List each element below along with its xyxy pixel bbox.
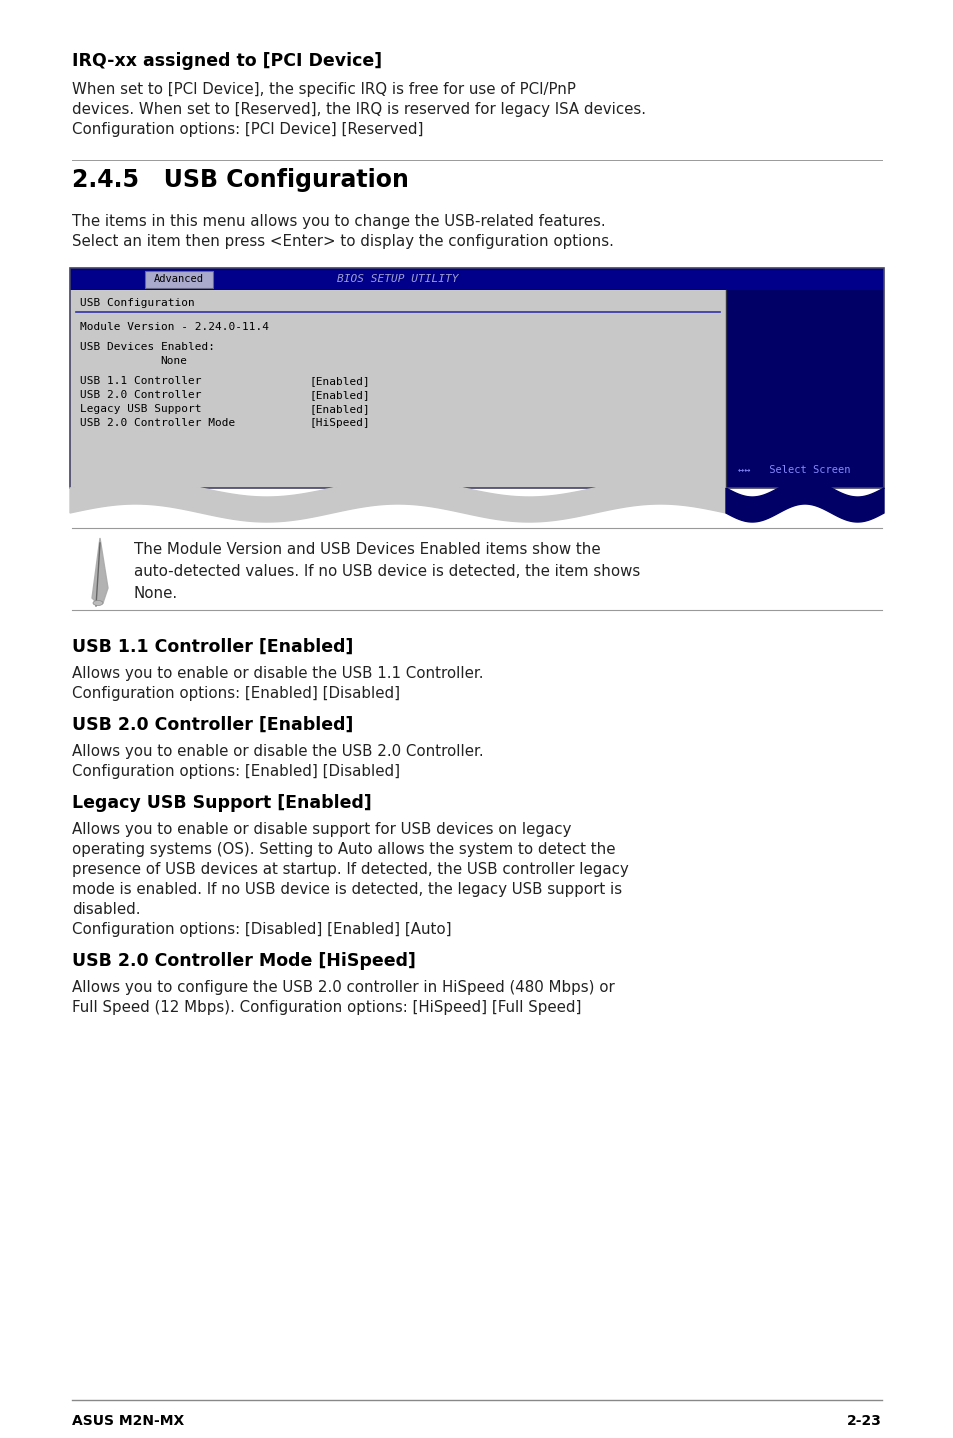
Text: USB 1.1 Controller [Enabled]: USB 1.1 Controller [Enabled] bbox=[71, 638, 353, 656]
Text: USB Devices Enabled:: USB Devices Enabled: bbox=[80, 342, 214, 352]
Text: When set to [PCI Device], the specific IRQ is free for use of PCI/PnP: When set to [PCI Device], the specific I… bbox=[71, 82, 576, 96]
Text: BIOS SETUP UTILITY: BIOS SETUP UTILITY bbox=[337, 275, 458, 283]
Text: 2.4.5   USB Configuration: 2.4.5 USB Configuration bbox=[71, 168, 409, 193]
Text: ASUS M2N-MX: ASUS M2N-MX bbox=[71, 1414, 184, 1428]
Text: [Enabled]: [Enabled] bbox=[310, 390, 371, 400]
Text: devices. When set to [Reserved], the IRQ is reserved for legacy ISA devices.: devices. When set to [Reserved], the IRQ… bbox=[71, 102, 645, 116]
Text: [Enabled]: [Enabled] bbox=[310, 404, 371, 414]
Text: USB 2.0 Controller Mode: USB 2.0 Controller Mode bbox=[80, 418, 235, 429]
Text: Configuration options: [Disabled] [Enabled] [Auto]: Configuration options: [Disabled] [Enabl… bbox=[71, 922, 451, 938]
Text: Allows you to enable or disable the USB 2.0 Controller.: Allows you to enable or disable the USB … bbox=[71, 743, 483, 759]
Text: Configuration options: [PCI Device] [Reserved]: Configuration options: [PCI Device] [Res… bbox=[71, 122, 423, 137]
Bar bbox=[70, 290, 725, 487]
Bar bbox=[145, 270, 213, 288]
Text: Allows you to enable or disable the USB 1.1 Controller.: Allows you to enable or disable the USB … bbox=[71, 666, 483, 682]
Polygon shape bbox=[70, 479, 725, 522]
Text: disabled.: disabled. bbox=[71, 902, 140, 917]
Ellipse shape bbox=[92, 601, 103, 605]
Polygon shape bbox=[91, 538, 108, 603]
Text: mode is enabled. If no USB device is detected, the legacy USB support is: mode is enabled. If no USB device is det… bbox=[71, 881, 621, 897]
Text: Configuration options: [Enabled] [Disabled]: Configuration options: [Enabled] [Disabl… bbox=[71, 686, 399, 700]
Text: Module Version - 2.24.0-11.4: Module Version - 2.24.0-11.4 bbox=[80, 322, 269, 332]
Text: Allows you to enable or disable support for USB devices on legacy: Allows you to enable or disable support … bbox=[71, 823, 571, 837]
Text: USB 2.0 Controller [Enabled]: USB 2.0 Controller [Enabled] bbox=[71, 716, 353, 733]
Text: None: None bbox=[160, 357, 187, 367]
Text: 2-23: 2-23 bbox=[846, 1414, 882, 1428]
Text: Full Speed (12 Mbps). Configuration options: [HiSpeed] [Full Speed]: Full Speed (12 Mbps). Configuration opti… bbox=[71, 999, 581, 1015]
Text: Legacy USB Support [Enabled]: Legacy USB Support [Enabled] bbox=[71, 794, 372, 812]
Text: [HiSpeed]: [HiSpeed] bbox=[310, 418, 371, 429]
Text: auto-detected values. If no USB device is detected, the item shows: auto-detected values. If no USB device i… bbox=[133, 564, 639, 580]
Text: ↔↔   Select Screen: ↔↔ Select Screen bbox=[738, 464, 850, 475]
Bar bbox=[70, 267, 883, 290]
Text: USB Configuration: USB Configuration bbox=[80, 298, 194, 308]
Text: [Enabled]: [Enabled] bbox=[310, 375, 371, 385]
Text: The items in this menu allows you to change the USB-related features.: The items in this menu allows you to cha… bbox=[71, 214, 605, 229]
Text: USB 2.0 Controller Mode [HiSpeed]: USB 2.0 Controller Mode [HiSpeed] bbox=[71, 952, 416, 971]
Text: operating systems (OS). Setting to Auto allows the system to detect the: operating systems (OS). Setting to Auto … bbox=[71, 843, 615, 857]
Bar bbox=[725, 290, 883, 487]
Text: USB 1.1 Controller: USB 1.1 Controller bbox=[80, 375, 201, 385]
Text: Legacy USB Support: Legacy USB Support bbox=[80, 404, 201, 414]
Polygon shape bbox=[725, 479, 883, 522]
Text: presence of USB devices at startup. If detected, the USB controller legacy: presence of USB devices at startup. If d… bbox=[71, 861, 628, 877]
Text: Select an item then press <Enter> to display the configuration options.: Select an item then press <Enter> to dis… bbox=[71, 234, 613, 249]
Text: IRQ-xx assigned to [PCI Device]: IRQ-xx assigned to [PCI Device] bbox=[71, 52, 382, 70]
Text: Configuration options: [Enabled] [Disabled]: Configuration options: [Enabled] [Disabl… bbox=[71, 764, 399, 779]
Text: The Module Version and USB Devices Enabled items show the: The Module Version and USB Devices Enabl… bbox=[133, 542, 600, 557]
Bar bbox=[70, 267, 883, 487]
Text: Advanced: Advanced bbox=[153, 275, 204, 285]
Text: None.: None. bbox=[133, 587, 178, 601]
Text: USB 2.0 Controller: USB 2.0 Controller bbox=[80, 390, 201, 400]
Text: Allows you to configure the USB 2.0 controller in HiSpeed (480 Mbps) or: Allows you to configure the USB 2.0 cont… bbox=[71, 981, 614, 995]
